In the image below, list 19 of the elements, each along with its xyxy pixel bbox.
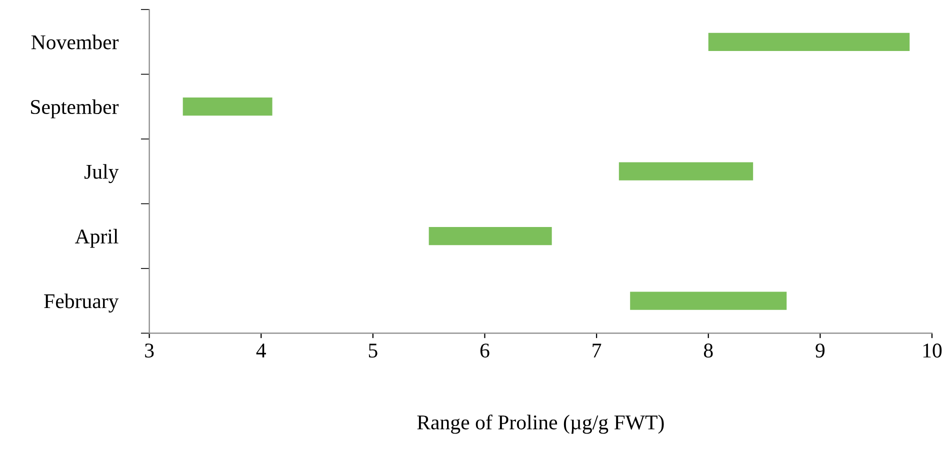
x-tick-label: 3 bbox=[145, 344, 154, 358]
x-tick-label: 5 bbox=[368, 344, 378, 358]
bar bbox=[428, 227, 552, 246]
x-tick-label: 7 bbox=[592, 344, 602, 358]
bar bbox=[630, 292, 787, 310]
y-tick-label: February bbox=[44, 294, 119, 313]
bar bbox=[618, 162, 754, 180]
x-tick-label: 10 bbox=[923, 344, 942, 358]
x-tick-label: 4 bbox=[256, 344, 266, 358]
x-tick-label: 6 bbox=[480, 344, 490, 358]
y-tick-label: April bbox=[74, 228, 118, 248]
y-tick-label: November bbox=[31, 34, 119, 50]
bar bbox=[708, 32, 910, 51]
x-tick-label: 8 bbox=[704, 344, 713, 358]
x-axis-title: Range of Proline (µg/g FWT) bbox=[417, 414, 664, 434]
y-tick-label: July bbox=[84, 164, 119, 184]
bar bbox=[182, 98, 272, 116]
y-tick-label: September bbox=[31, 99, 119, 118]
x-tick-label: 9 bbox=[816, 344, 825, 358]
